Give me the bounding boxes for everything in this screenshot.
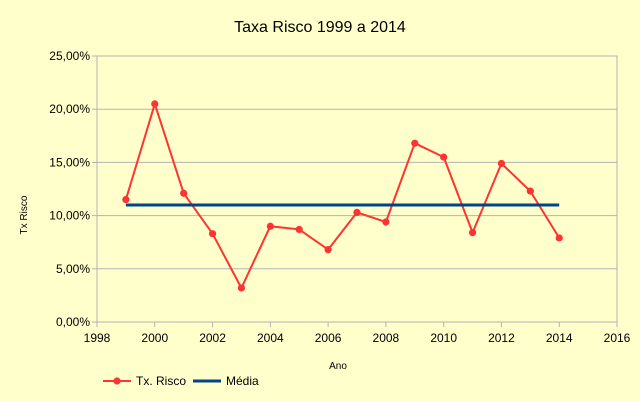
data-point [526,187,534,195]
legend: Tx. Risco Média [103,374,259,388]
x-axis-ticks: 1998 2000 2002 2004 2006 2008 2010 2012 2014 2016 [84,322,631,345]
data-point [411,139,419,147]
x-tick-label: 2010 [430,331,457,345]
x-tick-label: 2012 [488,331,515,345]
legend-label: Tx. Risco [136,374,186,388]
legend-item: Tx. Risco [103,374,186,388]
x-tick-label: 2004 [257,331,284,345]
y-tick-label: 10,00% [49,209,90,223]
y-axis-ticks: 0,00% 5,00% 10,00% 15,00% 20,00% 25,00% [49,49,97,329]
legend-item: Média [193,374,259,388]
x-tick-label: 2000 [141,331,168,345]
gridlines [97,55,617,323]
data-point [266,222,274,230]
y-tick-label: 15,00% [49,155,90,169]
y-tick-label: 0,00% [56,315,90,329]
data-point [497,159,506,168]
data-point [382,218,390,226]
series-tx-risco [122,100,563,292]
plot-area [96,55,618,323]
data-point [180,189,188,197]
x-tick-label: 2008 [373,331,400,345]
series-line [124,102,561,289]
chart-title: Taxa Risco 1999 a 2014 [234,19,406,36]
data-point [440,153,448,161]
x-tick-label: 2002 [199,331,226,345]
data-point [151,100,159,108]
data-point [122,196,130,204]
legend-label: Média [226,374,259,388]
data-point [208,230,217,238]
x-tick-label: 2006 [315,331,342,345]
y-tick-label: 20,00% [49,102,90,116]
series-layer [122,100,563,292]
data-point [468,229,477,237]
legend-marker [113,377,121,385]
data-point [353,208,361,217]
x-tick-label: 2016 [604,331,631,345]
data-point [237,284,246,292]
data-point [324,246,332,254]
y-tick-label: 25,00% [49,49,90,63]
y-axis-title: Tx Risco [19,195,30,234]
x-tick-label: 1998 [84,331,111,345]
data-point [295,225,303,234]
data-point [555,234,563,242]
y-tick-label: 5,00% [56,262,90,276]
x-tick-label: 2014 [546,331,573,345]
x-axis-title: Ano [329,361,347,372]
